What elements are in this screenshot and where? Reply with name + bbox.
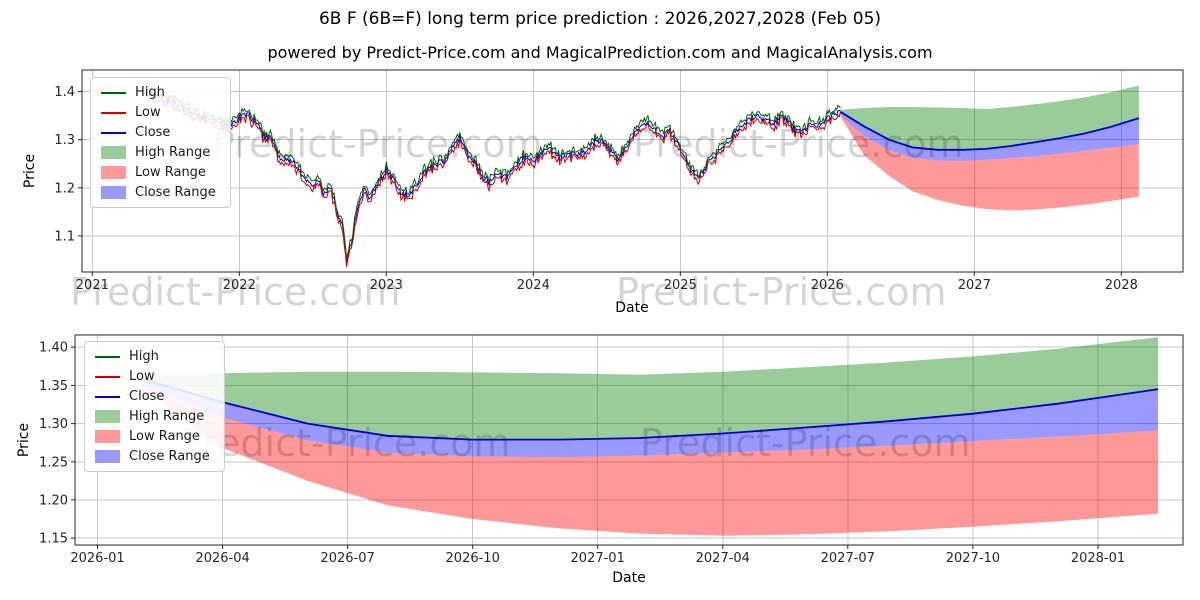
close-forecast-line — [840, 111, 1140, 151]
plot-border — [81, 69, 1184, 273]
x-tick-label: 2028-01 — [1071, 551, 1125, 566]
low-history-line — [146, 90, 841, 267]
legend-label: High — [129, 349, 159, 364]
legend-bottom: High Low Close High Range Low Range Close Ran… — [84, 341, 225, 472]
x-tick-label: 2026-04 — [195, 551, 249, 566]
legend-label: High Range — [129, 409, 205, 424]
legend-item-low: Low — [101, 106, 216, 119]
x-tick-label: 2027-10 — [946, 551, 1000, 566]
legend-item-high: High — [95, 350, 210, 363]
legend-patch-swatch — [95, 410, 120, 423]
y-tick-label: 1.4 — [54, 85, 75, 100]
legend-patch-swatch — [101, 186, 126, 199]
x-tick-label: 2023 — [370, 278, 403, 293]
legend-item-low-range: Low Range — [101, 166, 216, 179]
top-chart: 2021 2022 2023 2024 2025 2026 2027 2028 1.1 1.2 1.… — [54, 69, 1184, 293]
x-tick-label: 2026 — [811, 278, 844, 293]
close-history-line — [146, 87, 841, 264]
x-tick-label: 2025 — [664, 278, 697, 293]
high-range-band — [142, 337, 1158, 440]
legend-item-high-range: High Range — [95, 410, 210, 423]
legend-label: Low — [135, 105, 161, 120]
close-forecast-line — [142, 378, 1159, 441]
y-tick-label: 1.20 — [39, 493, 68, 508]
x-tick-label: 2026-07 — [320, 551, 374, 566]
x-tick-label: 2027 — [958, 278, 991, 293]
low-range-band — [840, 115, 1139, 211]
legend-label: Low Range — [129, 429, 200, 444]
legend-item-close-range: Close Range — [95, 450, 210, 463]
legend-line-swatch — [101, 131, 126, 134]
legend-item-high-range: High Range — [101, 146, 216, 159]
x-tick-label: 2026-01 — [70, 551, 124, 566]
legend-item-low-range: Low Range — [95, 430, 210, 443]
x-tick-label: 2028 — [1105, 278, 1138, 293]
y-tick-label: 1.1 — [54, 229, 75, 244]
legend-line-swatch — [95, 375, 120, 378]
x-tick-label: 2024 — [517, 278, 550, 293]
legend-label: High Range — [135, 145, 211, 160]
y-tick-label: 1.15 — [39, 532, 68, 547]
y-tick-label: 1.2 — [54, 181, 75, 196]
x-tick-label: 2027-07 — [821, 551, 875, 566]
y-axis-label-top: Price — [22, 153, 38, 189]
y-axis-label-bottom: Price — [16, 422, 32, 458]
page-title: 6B F (6B=F) long term price prediction :… — [318, 9, 882, 29]
legend-item-close: Close — [95, 390, 210, 403]
x-tick-label: 2021 — [76, 278, 109, 293]
legend-item-close-range: Close Range — [101, 186, 216, 199]
y-tick-label: 1.30 — [39, 417, 68, 432]
legend-label: Close — [129, 389, 165, 404]
x-tick-label: 2022 — [223, 278, 256, 293]
legend-line-swatch — [95, 355, 120, 358]
powered-by-title: powered by Predict-Price.com and Magical… — [267, 43, 933, 62]
legend-label: Low Range — [135, 165, 206, 180]
x-tick-label: 2026-10 — [446, 551, 500, 566]
legend-patch-swatch — [101, 146, 126, 159]
legend-label: High — [135, 85, 165, 100]
x-axis-label-bottom: Date — [612, 570, 646, 586]
bottom-chart: 2026-01 2026-04 2026-07 2026-10 2027-01 2027-… — [39, 334, 1184, 566]
legend-patch-swatch — [95, 450, 120, 463]
x-axis-label-top: Date — [615, 300, 649, 316]
y-tick-label: 1.25 — [39, 455, 68, 470]
legend-patch-swatch — [101, 166, 126, 179]
y-tick-label: 1.35 — [39, 379, 68, 394]
legend-label: Low — [129, 369, 155, 384]
x-tick-label: 2027-04 — [696, 551, 750, 566]
close-range-band — [840, 111, 1139, 161]
legend-item-close: Close — [101, 126, 216, 139]
plot-border — [74, 334, 1184, 546]
legend-item-low: Low — [95, 370, 210, 383]
close-range-band — [142, 379, 1158, 458]
legend-label: Close — [135, 125, 171, 140]
y-tick-label: 1.3 — [54, 133, 75, 148]
legend-top: High Low Close High Range Low Range Close Ran… — [90, 77, 231, 208]
high-history-line — [146, 84, 841, 259]
y-tick-label: 1.40 — [39, 341, 68, 356]
legend-item-high: High — [101, 86, 216, 99]
legend-line-swatch — [101, 91, 126, 94]
legend-label: Close Range — [135, 185, 216, 200]
high-range-band — [840, 85, 1139, 150]
legend-patch-swatch — [95, 430, 120, 443]
low-range-band — [142, 385, 1158, 536]
legend-line-swatch — [95, 395, 120, 398]
legend-line-swatch — [101, 111, 126, 114]
legend-label: Close Range — [129, 449, 210, 464]
x-tick-label: 2027-01 — [571, 551, 625, 566]
